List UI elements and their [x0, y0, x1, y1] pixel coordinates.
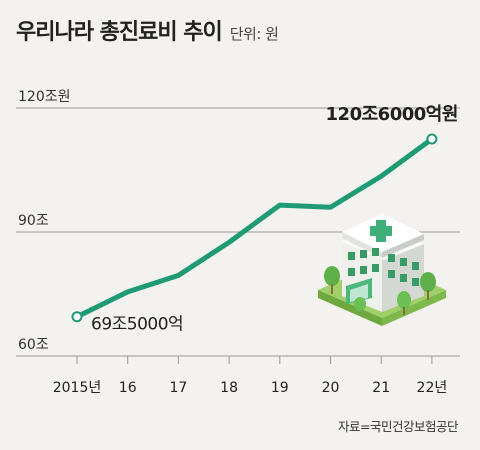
x-tick-label: 17	[169, 380, 187, 396]
title-row: 우리나라 총진료비 추이 단위: 원	[16, 14, 279, 46]
x-tick-label: 18	[220, 380, 238, 396]
x-axis-labels: 2015년 16 17 18 19 20 21 22년	[53, 380, 448, 396]
y-axis-labels: 60조 90조 120조원	[18, 89, 70, 353]
data-annotations: 69조5000억 120조6000억원	[91, 104, 458, 335]
series-line	[74, 136, 435, 320]
x-tick-label: 22년	[417, 380, 448, 396]
y-tick-label: 120조원	[18, 89, 70, 105]
y-tick-label: 60조	[18, 337, 49, 353]
y-tick-label: 90조	[18, 213, 49, 229]
chart-title: 우리나라 총진료비 추이	[16, 20, 223, 45]
x-tick-label: 21	[372, 380, 390, 396]
annotation-label: 120조6000억원	[326, 104, 458, 125]
unit-label: 단위: 원	[229, 25, 279, 43]
annotation-label: 69조5000억	[91, 315, 183, 335]
data-point-marker	[71, 311, 83, 323]
x-tick-label: 16	[119, 380, 137, 396]
x-tick-label: 19	[271, 380, 289, 396]
x-tick-label: 20	[322, 380, 340, 396]
x-axis-ticks	[76, 356, 433, 364]
source-note: 자료=국민건강보험공단	[338, 419, 458, 434]
data-point-marker	[426, 133, 438, 145]
data-points	[71, 133, 438, 323]
x-tick-label: 2015년	[53, 380, 102, 396]
hospital-icon	[318, 214, 446, 326]
